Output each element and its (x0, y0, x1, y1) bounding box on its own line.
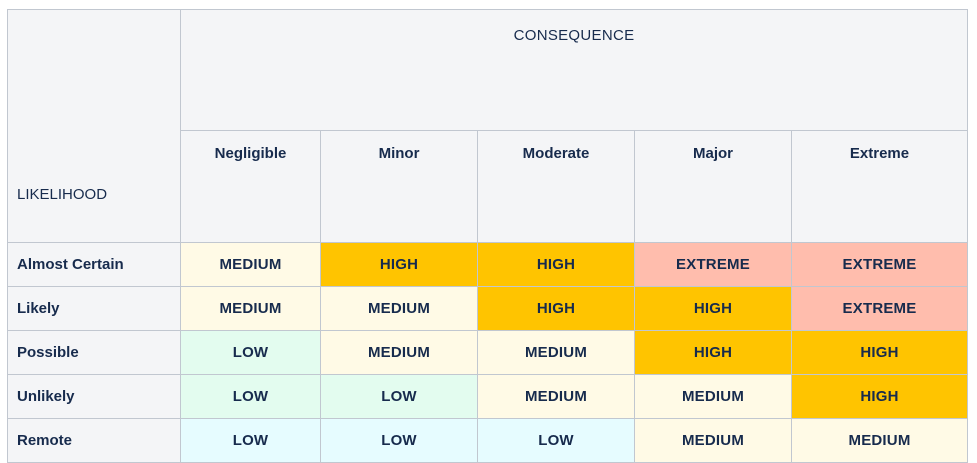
risk-cell: EXTREME (634, 242, 792, 287)
risk-cell: LOW (180, 418, 321, 463)
likelihood-row-label: Possible (7, 330, 181, 375)
risk-cell: LOW (180, 330, 321, 375)
likelihood-row-remote: Remote LOW LOW LOW MEDIUM MEDIUM (7, 418, 969, 463)
risk-cell: MEDIUM (477, 374, 635, 419)
risk-cell: HIGH (790, 374, 969, 419)
consequence-axis-label: CONSEQUENCE (179, 9, 969, 131)
likelihood-row-possible: Possible LOW MEDIUM MEDIUM HIGH HIGH (7, 330, 969, 375)
likelihood-row-likely: Likely MEDIUM MEDIUM HIGH HIGH EXTREME (7, 286, 969, 331)
likelihood-row-label: Remote (7, 418, 181, 463)
risk-cell: MEDIUM (180, 242, 321, 287)
risk-cell: MEDIUM (320, 286, 478, 331)
risk-cell: EXTREME (790, 286, 969, 331)
risk-cell: MEDIUM (634, 418, 792, 463)
risk-cell: LOW (477, 418, 635, 463)
risk-cell: HIGH (477, 286, 635, 331)
likelihood-row-label: Likely (7, 286, 181, 331)
risk-cell: HIGH (634, 330, 792, 375)
risk-cell: EXTREME (790, 242, 969, 287)
risk-cell: HIGH (477, 242, 635, 287)
consequence-col-minor: Minor (320, 130, 478, 243)
risk-cell: MEDIUM (790, 418, 969, 463)
consequence-col-negligible: Negligible (180, 130, 321, 243)
risk-cell: LOW (320, 418, 478, 463)
likelihood-axis-label: LIKELIHOOD (7, 9, 181, 243)
risk-matrix-table: LIKELIHOOD CONSEQUENCE Negligible Minor … (7, 9, 969, 463)
risk-cell: LOW (320, 374, 478, 419)
consequence-col-moderate: Moderate (477, 130, 635, 243)
consequence-header-row: LIKELIHOOD CONSEQUENCE (7, 9, 969, 243)
likelihood-row-unlikely: Unlikely LOW LOW MEDIUM MEDIUM HIGH (7, 374, 969, 419)
risk-cell: MEDIUM (477, 330, 635, 375)
risk-cell: MEDIUM (320, 330, 478, 375)
risk-cell: HIGH (320, 242, 478, 287)
likelihood-row-label: Unlikely (7, 374, 181, 419)
consequence-col-major: Major (634, 130, 792, 243)
risk-cell: HIGH (634, 286, 792, 331)
risk-cell: LOW (180, 374, 321, 419)
risk-cell: MEDIUM (180, 286, 321, 331)
risk-cell: HIGH (790, 330, 969, 375)
likelihood-row-label: Almost Certain (7, 242, 181, 287)
risk-cell: MEDIUM (634, 374, 792, 419)
consequence-col-extreme: Extreme (790, 130, 969, 243)
likelihood-row-almost-certain: Almost Certain MEDIUM HIGH HIGH EXTREME … (7, 242, 969, 287)
consequence-columns-row: Negligible Minor Moderate Major Extreme (8, 130, 969, 243)
